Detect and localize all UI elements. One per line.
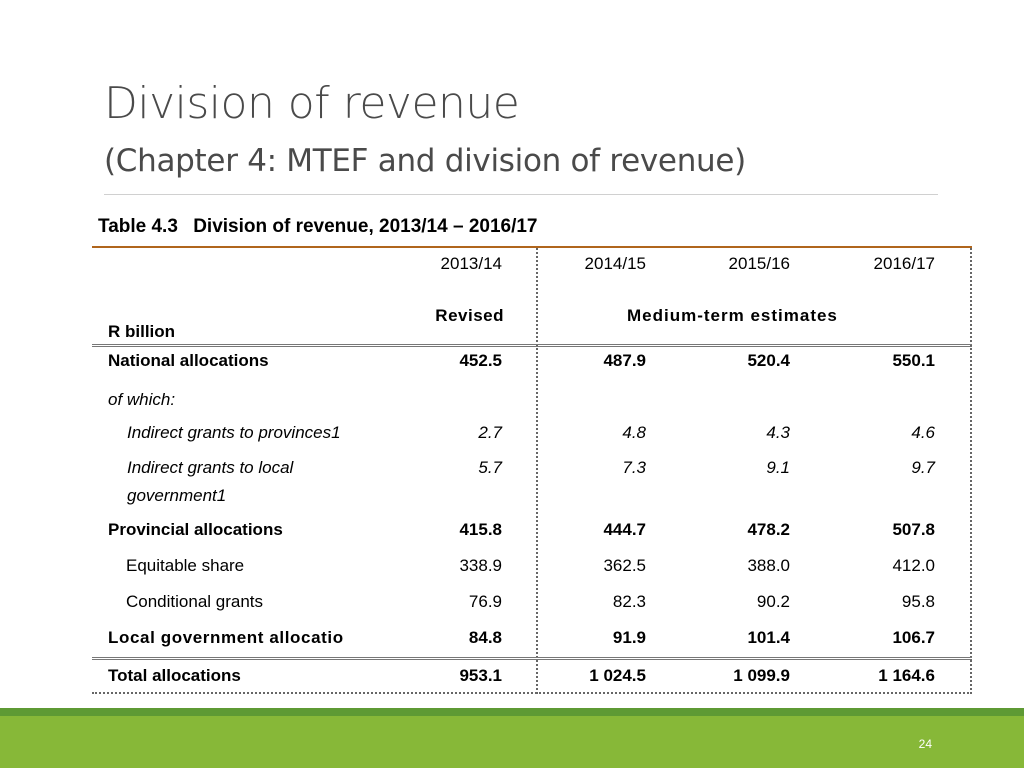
- cell-local-2014-15: 91.9: [612, 628, 646, 647]
- cell-total-2015-16: 1 099.9: [733, 666, 790, 685]
- table-caption-number: Table 4.3: [98, 216, 178, 237]
- cell-national-2015-16: 520.4: [747, 351, 790, 370]
- title-divider: [104, 194, 938, 195]
- cell-total-2014-15: 1 024.5: [589, 666, 646, 685]
- header-year-2016-17: 2016/17: [873, 254, 935, 273]
- slide-subtitle: (Chapter 4: MTEF and division of revenue…: [104, 143, 746, 179]
- cell-provincial-2014-15: 444.7: [603, 520, 646, 539]
- table-right-border: [970, 248, 972, 694]
- table-caption-text: Division of revenue, 2013/14 – 2016/17: [193, 216, 538, 237]
- cell-indirect-provinces-2014-15: 4.8: [622, 423, 646, 442]
- page-number: 24: [918, 737, 932, 751]
- cell-conditional-2014-15: 82.3: [612, 592, 646, 611]
- cell-indirect-provinces-2015-16: 4.3: [766, 423, 790, 442]
- cell-equitable-2014-15: 362.5: [603, 556, 646, 575]
- footer-bar: [0, 708, 1024, 768]
- cell-national-2013-14: 452.5: [459, 351, 502, 370]
- cell-provincial-2015-16: 478.2: [747, 520, 790, 539]
- row-label-total-allocations: Total allocations: [108, 666, 241, 685]
- row-label-local-government-allocations: Local government allocatio: [108, 628, 344, 647]
- cell-conditional-2016-17: 95.8: [901, 592, 935, 611]
- row-label-indirect-grants-provinces: Indirect grants to provinces1: [127, 423, 341, 442]
- header-year-2015-16: 2015/16: [728, 254, 790, 273]
- cell-indirect-local-2014-15: 7.3: [622, 458, 646, 477]
- header-medium-term-estimates: Medium-term estimates: [627, 306, 838, 325]
- table-top-rule: [92, 246, 972, 248]
- row-label-provincial-allocations: Provincial allocations: [108, 520, 283, 539]
- cell-provincial-2016-17: 507.8: [892, 520, 935, 539]
- cell-equitable-2016-17: 412.0: [892, 556, 935, 575]
- header-year-2014-15: 2014/15: [584, 254, 646, 273]
- footer-stripe: [0, 708, 1024, 716]
- row-label-conditional-grants: Conditional grants: [126, 592, 264, 611]
- header-unit-label: R billion: [108, 322, 176, 341]
- cell-equitable-2015-16: 388.0: [747, 556, 790, 575]
- cell-conditional-2013-14: 76.9: [468, 592, 502, 611]
- cell-equitable-2013-14: 338.9: [459, 556, 502, 575]
- slide-title: Division of revenue: [104, 78, 520, 129]
- cell-indirect-provinces-2016-17: 4.6: [911, 423, 935, 442]
- division-of-revenue-table: 2013/14 2014/15 2015/16 2016/17 Revised …: [92, 246, 972, 694]
- cell-indirect-local-2016-17: 9.7: [911, 458, 935, 477]
- cell-indirect-provinces-2013-14: 2.7: [478, 423, 502, 442]
- table-caption: Table 4.3 Division of revenue, 2013/14 –…: [98, 216, 538, 238]
- row-label-indirect-grants-local-line2: government1: [127, 486, 227, 505]
- cell-local-2015-16: 101.4: [747, 628, 790, 647]
- cell-provincial-2013-14: 415.8: [459, 520, 502, 539]
- header-bottom-rule: [92, 344, 972, 347]
- cell-conditional-2015-16: 90.2: [756, 592, 790, 611]
- row-label-equitable-share: Equitable share: [126, 556, 245, 575]
- cell-local-2016-17: 106.7: [892, 628, 935, 647]
- total-top-rule: [92, 657, 972, 660]
- cell-indirect-local-2013-14: 5.7: [478, 458, 502, 477]
- header-revised: Revised: [435, 306, 504, 325]
- table-divider-revised: [536, 248, 538, 694]
- cell-local-2013-14: 84.8: [468, 628, 502, 647]
- cell-national-2016-17: 550.1: [892, 351, 935, 370]
- table-bottom-rule: [92, 692, 972, 694]
- row-label-of-which: of which:: [108, 390, 176, 409]
- cell-national-2014-15: 487.9: [603, 351, 646, 370]
- cell-total-2013-14: 953.1: [459, 666, 502, 685]
- row-label-indirect-grants-local: Indirect grants to local: [127, 458, 294, 477]
- cell-total-2016-17: 1 164.6: [878, 666, 935, 685]
- cell-indirect-local-2015-16: 9.1: [766, 458, 790, 477]
- header-year-2013-14: 2013/14: [440, 254, 502, 273]
- row-label-national-allocations: National allocations: [108, 351, 269, 370]
